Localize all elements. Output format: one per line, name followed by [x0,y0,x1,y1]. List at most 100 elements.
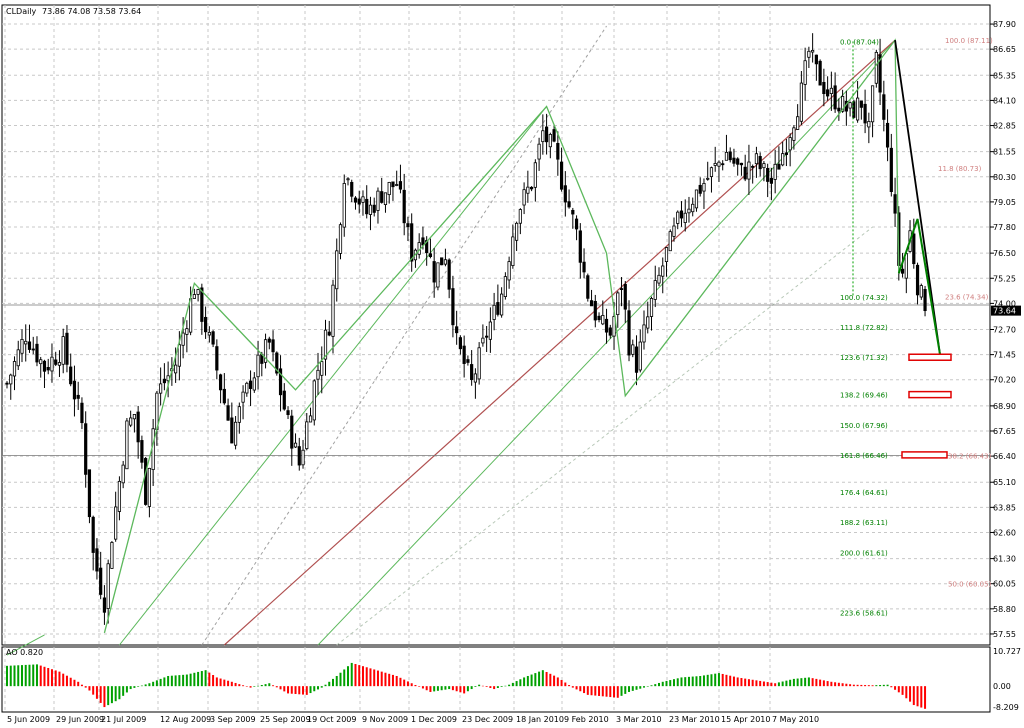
ao-bar [684,677,687,687]
ao-bar [519,679,522,687]
candle-body [634,346,639,373]
ao-bar [193,672,196,687]
candle-body [619,288,624,290]
y-tick-label: 71.45 [993,351,1016,360]
candle-body [537,143,541,160]
candle-body [305,421,309,450]
ao-bar [717,673,720,687]
ao-bar [358,665,361,687]
candle-body [140,440,144,463]
ao-bar [845,683,848,687]
candle-body [316,369,320,380]
candle-body [586,275,590,299]
candle-body [777,163,781,170]
ao-bar [882,684,885,687]
fib-level-label: 11.8 (80.73) [938,165,982,173]
ao-bar [789,679,792,687]
candle-body [57,362,62,366]
candle-body [278,368,283,396]
candle-body [282,390,286,410]
y-tick-label: 70.20 [993,376,1016,385]
ao-bar [504,685,507,687]
candle-body [721,163,725,166]
fib-level-label: 176.4 (64.61) [840,489,888,497]
candle-body [724,151,729,161]
ao-bar [590,686,593,696]
ao-bar [792,678,795,687]
fib-level-label: 150.0 (67.96) [840,422,888,430]
symbol-label: CLDaily [6,7,37,16]
candle-body [16,349,20,367]
candle-body [627,310,631,356]
ao-bar [50,669,53,687]
ao-bar [628,686,631,692]
candle-body [144,458,148,505]
candle-body [661,265,665,277]
ao-bar [332,678,334,687]
candle-body [110,542,114,569]
ao-bar [834,682,837,687]
candle-body [230,417,234,444]
ao-bar [144,684,147,687]
candle-body [781,153,785,166]
candle-body [664,247,669,263]
candle-body [855,97,860,121]
ao-bar [133,686,136,688]
candle-body [863,103,867,124]
x-tick-label: 29 Jun 2009 [56,715,104,724]
candle-body [507,261,511,281]
ao-bar [901,686,904,695]
y-tick-label: 72.70 [993,326,1016,335]
ao-bar [129,686,132,690]
candle-body [245,382,249,394]
candle-body [593,300,597,321]
ao-bar [418,686,421,687]
candle-body [117,480,122,512]
ao-bar [9,665,12,687]
ao-bar [721,673,724,687]
candle-body [226,405,230,421]
ao-bar [541,670,544,687]
candle-body [799,82,803,122]
ao-bar [444,686,447,690]
candle-body [818,60,822,86]
ao-bar [601,686,604,697]
candle-body [473,373,477,383]
ao-bar [875,685,878,687]
ao-bar [302,686,305,695]
candle-body [402,189,406,224]
candle-body [335,250,339,290]
ao-bar [751,679,754,687]
x-tick-label: 5 Jun 2009 [7,715,50,724]
candle-body [728,151,732,161]
candle-body [706,177,710,180]
x-tick-label: 21 Jul 2009 [101,715,146,724]
ao-bar [148,683,151,687]
ao-bar [167,675,170,687]
ao-bar [92,686,95,695]
ao-bar [425,686,428,691]
ao-bar [294,686,297,694]
candle-body [518,209,522,224]
ao-bar [178,675,181,687]
ao-bar [672,679,675,687]
ao-bar [897,686,900,693]
ao-bar [107,686,110,706]
candle-body [189,298,193,333]
candle-body [76,394,80,399]
candle-body [912,233,916,265]
candle-body [496,302,500,315]
candle-body [451,288,455,326]
fib-level-label: 100.0 (74.32) [840,294,888,302]
candle-body [691,203,695,213]
ao-bar [197,671,200,687]
ao-bar [909,686,912,702]
candle-body [915,264,920,296]
candle-body [207,331,211,336]
candle-body [533,162,537,188]
candle-body [503,276,507,297]
ao-bar [466,686,469,692]
ao-bar [283,686,286,692]
